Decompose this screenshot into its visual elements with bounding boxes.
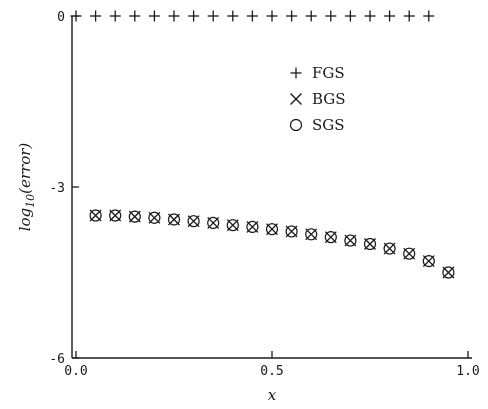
sgs-point	[226, 219, 239, 232]
y-axis-label-sub: 10	[24, 194, 37, 208]
fgs-point	[109, 10, 121, 22]
points-group	[70, 10, 455, 279]
fgs-point	[207, 10, 219, 22]
sgs-point	[148, 211, 161, 224]
sgs-point	[324, 231, 337, 244]
legend: FGS BGS SGS	[289, 64, 346, 134]
x-tick-label: 0.0	[64, 364, 87, 379]
legend-item-sgs: SGS	[289, 116, 345, 134]
legend-item-bgs: BGS	[290, 90, 346, 108]
fgs-point	[70, 10, 82, 22]
x-tick-label: 1.0	[456, 364, 479, 379]
fgs-point	[423, 10, 435, 22]
y-tick-label: -3	[49, 181, 65, 196]
y-axis-label: log10(error)	[16, 143, 37, 232]
sgs-point	[167, 213, 181, 226]
sgs-point	[89, 209, 102, 222]
legend-marker-fgs	[290, 67, 302, 79]
y-axis-label-main: log	[16, 208, 34, 231]
legend-label-fgs: FGS	[312, 64, 345, 82]
sgs-point	[422, 255, 435, 268]
sgs-point	[403, 247, 416, 260]
sgs-point	[305, 228, 318, 241]
x-tick-label: 0.5	[260, 364, 283, 379]
fgs-point	[188, 10, 200, 22]
fgs-point	[286, 10, 298, 22]
sgs-point	[109, 209, 122, 222]
sgs-point	[363, 237, 377, 251]
fgs-point	[266, 10, 278, 22]
legend-marker-sgs	[289, 118, 303, 132]
y-tick-label: -6	[49, 352, 65, 367]
fgs-point	[403, 10, 415, 22]
legend-label-sgs: SGS	[312, 116, 345, 134]
sgs-point	[285, 225, 298, 238]
legend-marker-bgs	[290, 93, 302, 105]
fgs-point	[364, 10, 376, 22]
fgs-point	[325, 10, 337, 22]
fgs-point	[344, 10, 356, 22]
sgs-point	[187, 215, 200, 228]
sgs-point	[207, 216, 220, 230]
fgs-point	[90, 10, 102, 22]
fgs-point	[168, 10, 180, 22]
sgs-point	[383, 242, 396, 255]
y-tick-label: 0	[57, 10, 65, 25]
sgs-point	[246, 220, 259, 233]
fgs-point	[227, 10, 239, 22]
fgs-point	[384, 10, 396, 22]
sgs-point	[442, 266, 455, 279]
fgs-point	[129, 10, 141, 22]
sgs-point	[265, 223, 279, 236]
sgs-point	[128, 210, 141, 223]
fgs-point	[246, 10, 258, 22]
x-axis-label: x	[268, 386, 277, 404]
sgs-point	[344, 234, 357, 247]
ticks-group: 0 -3 -60.0 0.5 1.0	[49, 10, 479, 379]
fgs-point	[148, 10, 160, 22]
legend-item-fgs: FGS	[290, 64, 345, 82]
legend-label-bgs: BGS	[312, 90, 346, 108]
fgs-point	[305, 10, 317, 22]
y-axis-label-rest: (error)	[16, 143, 34, 194]
